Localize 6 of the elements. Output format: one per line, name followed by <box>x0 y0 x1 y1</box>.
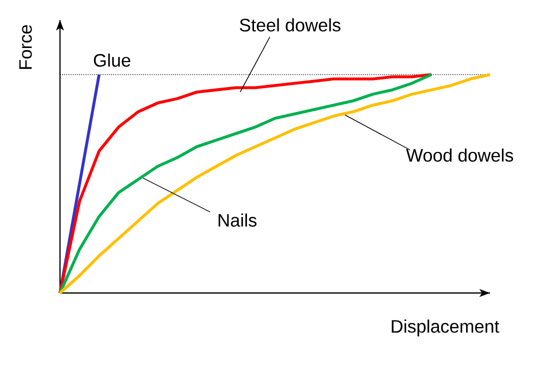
text: Steel dowels <box>240 18 340 32</box>
x-axis-title: Displacement <box>392 320 500 336</box>
annotation: Nails <box>218 213 256 227</box>
y-axis-title: Force <box>19 25 32 69</box>
annotation: Wood dowels <box>406 148 514 162</box>
text: Glue <box>94 54 130 67</box>
